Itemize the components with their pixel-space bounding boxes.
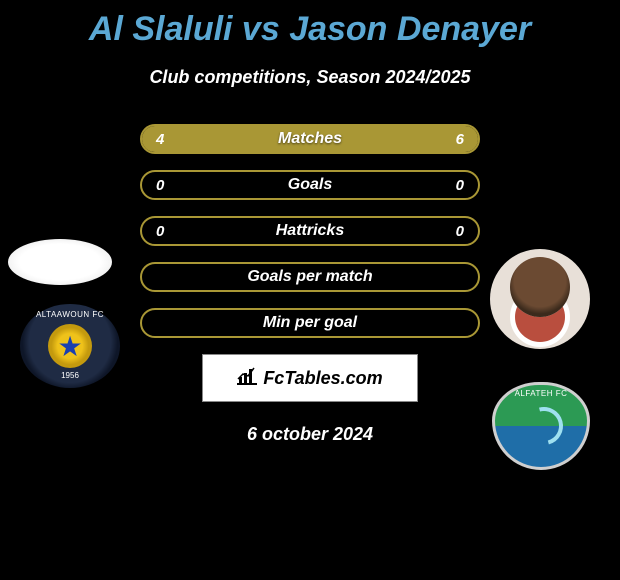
stat-label: Goals per match [142, 268, 478, 286]
stat-value-left: 4 [156, 131, 164, 148]
stat-row: 0 0Hattricks [140, 216, 480, 246]
page-title: Al Slaluli vs Jason Denayer [0, 0, 620, 49]
player-right-avatar [490, 249, 590, 349]
footer-logo-text: FcTables.com [263, 368, 382, 389]
club-badge-right [492, 382, 590, 470]
stat-label: Hattricks [142, 222, 478, 240]
stat-value-right: 0 [456, 223, 464, 240]
stat-row: 0 0Goals [140, 170, 480, 200]
club-badge-left-star-icon [48, 324, 92, 368]
club-badge-right-swoosh-icon [518, 400, 570, 452]
stats-area: 46Matches00Goals00HattricksGoals per mat… [0, 124, 620, 338]
stat-label: Min per goal [142, 314, 478, 332]
stat-value-right: 6 [456, 131, 464, 148]
subtitle: Club competitions, Season 2024/2025 [0, 67, 620, 88]
player-left-avatar [8, 239, 112, 285]
stat-value-left: 0 [156, 177, 164, 194]
stat-label: Goals [142, 176, 478, 194]
stat-row: Min per goal [140, 308, 480, 338]
footer-logo-card[interactable]: FcTables.com [202, 354, 418, 402]
bar-chart-icon [237, 367, 257, 390]
stat-row: Goals per match [140, 262, 480, 292]
stat-value-right: 0 [456, 177, 464, 194]
stat-row: 46Matches [140, 124, 480, 154]
club-badge-left [20, 304, 120, 388]
stat-value-left: 0 [156, 223, 164, 240]
bar-fill-right [276, 126, 478, 152]
